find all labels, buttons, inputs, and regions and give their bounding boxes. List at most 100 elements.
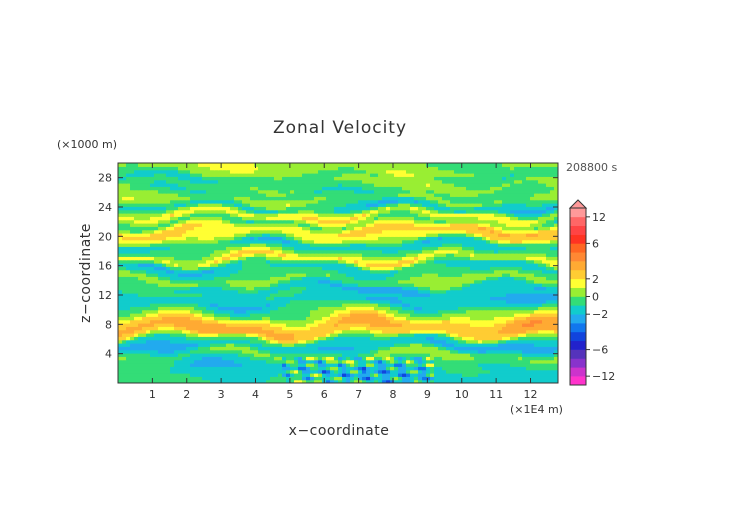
field-cell <box>270 239 275 244</box>
field-cell <box>154 313 159 317</box>
field-cell <box>190 266 195 271</box>
field-cell <box>322 319 327 324</box>
field-cell <box>394 289 399 294</box>
field-cell <box>262 329 267 334</box>
field-cell <box>386 326 391 331</box>
field-cell <box>530 263 535 267</box>
field-cell <box>458 286 463 291</box>
field-cell <box>138 379 143 383</box>
field-cell <box>370 276 375 281</box>
field-cell <box>282 296 287 301</box>
field-cell <box>290 349 295 354</box>
field-cell <box>394 259 399 264</box>
field-cell <box>310 246 315 251</box>
field-cell <box>418 249 423 254</box>
field-cell <box>214 253 219 257</box>
field-cell <box>122 269 127 274</box>
field-cell <box>546 269 551 274</box>
field-cell <box>514 246 519 251</box>
field-cell <box>238 366 243 371</box>
field-cell <box>546 289 551 294</box>
field-cell <box>282 263 287 267</box>
field-cell <box>418 259 423 264</box>
field-cell <box>454 329 459 334</box>
chart-title: Zonal Velocity <box>273 118 407 138</box>
field-cell <box>378 373 383 377</box>
field-cell <box>362 356 367 361</box>
field-cell <box>354 309 359 314</box>
field-cell <box>270 299 275 304</box>
field-cell <box>190 293 195 297</box>
field-cell <box>250 309 255 314</box>
field-cell <box>234 339 239 344</box>
field-cell <box>390 349 395 354</box>
field-cell <box>170 369 175 374</box>
field-cell <box>126 309 131 314</box>
field-cell <box>422 299 427 304</box>
field-cell <box>362 379 367 383</box>
field-cell <box>302 339 307 344</box>
field-cell <box>162 233 167 237</box>
field-cell <box>474 249 479 254</box>
field-cell <box>370 239 375 244</box>
field-cell <box>126 276 131 281</box>
field-cell <box>230 236 235 241</box>
field-cell <box>478 329 483 334</box>
field-cell <box>238 303 243 307</box>
field-cell <box>318 283 323 287</box>
field-cell <box>202 266 207 271</box>
field-cell <box>162 353 167 357</box>
field-cell <box>494 316 499 321</box>
field-cell <box>266 289 271 294</box>
field-cell <box>118 289 123 294</box>
field-cell <box>238 376 243 381</box>
field-cell <box>454 243 459 247</box>
field-cell <box>238 266 243 271</box>
field-cell <box>222 363 227 367</box>
field-cell <box>414 359 419 364</box>
field-cell <box>130 369 135 374</box>
field-cell <box>126 329 131 334</box>
field-cell <box>526 323 531 327</box>
field-cell <box>202 349 207 354</box>
field-cell <box>402 349 407 354</box>
field-cell <box>142 353 147 357</box>
field-cell <box>154 373 159 377</box>
field-cell <box>186 309 191 314</box>
field-cell <box>162 293 167 297</box>
field-cell <box>374 246 379 251</box>
field-cell <box>486 233 491 237</box>
field-cell <box>466 313 471 317</box>
field-cell <box>362 349 367 354</box>
field-cell <box>130 233 135 237</box>
field-cell <box>134 276 139 281</box>
field-cell <box>158 233 163 237</box>
field-cell <box>466 349 471 354</box>
field-cell <box>230 256 235 261</box>
field-cell <box>302 359 307 364</box>
field-cell <box>334 366 339 371</box>
field-cell <box>362 259 367 264</box>
field-cell <box>154 256 159 261</box>
field-cell <box>334 293 339 297</box>
field-cell <box>198 299 203 304</box>
field-cell <box>334 336 339 341</box>
field-cell <box>330 269 335 274</box>
field-cell <box>126 239 131 244</box>
field-cell <box>398 243 403 247</box>
field-cell <box>430 276 435 281</box>
field-cell <box>406 316 411 321</box>
field-cell <box>542 239 547 244</box>
field-cell <box>474 239 479 244</box>
field-cell <box>142 229 147 234</box>
field-cell <box>142 246 147 251</box>
field-cell <box>454 256 459 261</box>
field-cell <box>130 273 135 277</box>
field-cell <box>474 289 479 294</box>
field-cell <box>174 259 179 264</box>
field-cell <box>442 323 447 327</box>
field-cell <box>350 333 355 337</box>
field-cell <box>454 319 459 324</box>
field-cell <box>170 353 175 357</box>
field-cell <box>470 249 475 254</box>
